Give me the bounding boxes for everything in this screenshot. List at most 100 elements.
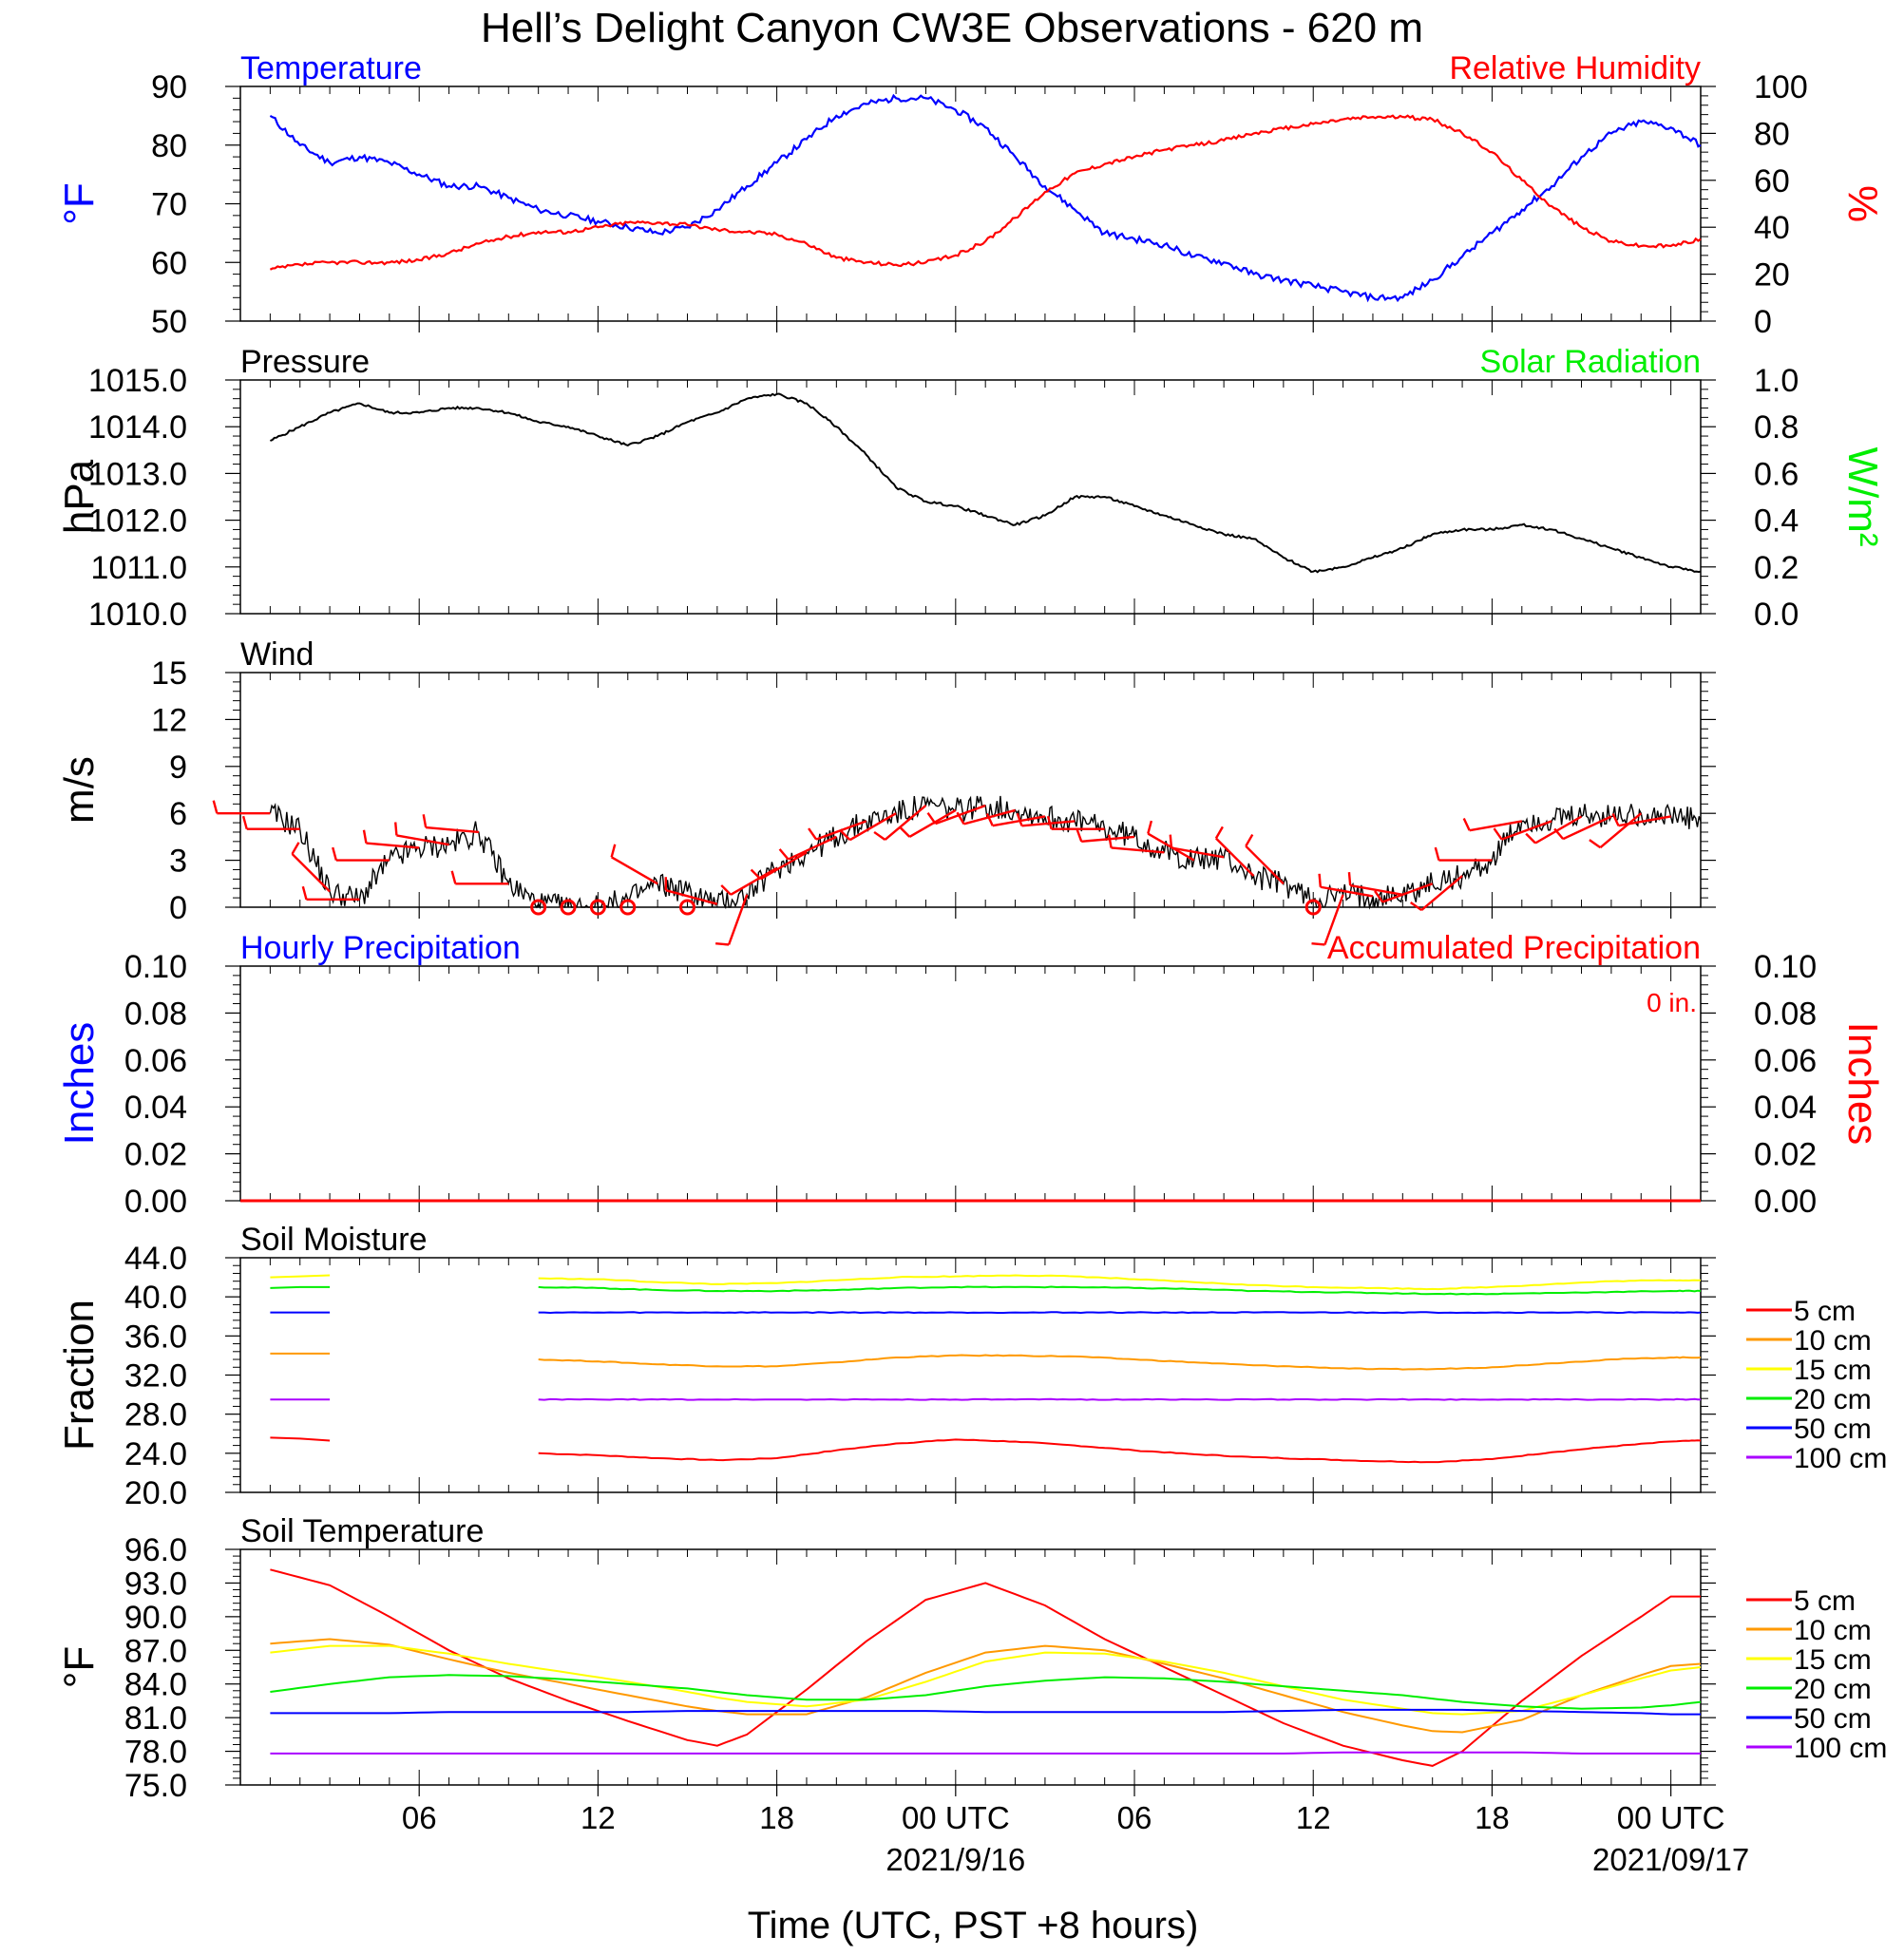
y-left-tick-label: 78.0 [124, 1735, 187, 1771]
wind-barb-feather [1214, 826, 1224, 840]
panel-title-left: Wind [240, 636, 314, 673]
y-left-tick-label: 1014.0 [88, 409, 187, 446]
y-left-tick-label: 93.0 [124, 1566, 187, 1602]
y-left-tick-label: 0.06 [124, 1043, 187, 1079]
wind-barb-feather [778, 848, 790, 861]
series-soil-temp-50cm [270, 1708, 1701, 1716]
y-right-tick-label: 1.0 [1754, 363, 1799, 399]
series-soil-moisture-15cm [270, 1274, 1701, 1291]
series-pressure [270, 392, 1702, 574]
wind-barb-feather [362, 829, 368, 844]
series-relative-humidity [269, 114, 1702, 271]
wind-barb [1599, 812, 1643, 849]
legend-label: 20 cm [1794, 1674, 1872, 1705]
plot-frame [239, 379, 1702, 615]
y-left-tick-label: 81.0 [124, 1700, 187, 1737]
wind-barb-feather [715, 942, 730, 946]
y-right-tick-label: 0.0 [1754, 597, 1799, 633]
calm-wind-marker [589, 899, 606, 916]
panel-title-left: Temperature [240, 50, 422, 86]
date-label: 2021/9/16 [885, 1842, 1025, 1877]
wind-barb [1534, 815, 1583, 845]
panel-title-left: Soil Moisture [240, 1222, 428, 1258]
wind-barb-feather [1410, 902, 1422, 912]
plot-frame [239, 1257, 1702, 1493]
wind-barb [935, 804, 986, 826]
wind-barb [1420, 875, 1463, 911]
wind-barb [727, 894, 749, 945]
y-left-axis-label: Inches [56, 1022, 103, 1146]
panel-title-right: Relative Humidity [1449, 50, 1701, 86]
y-right-tick-label: 0.2 [1754, 550, 1799, 586]
y-left-axis-label: °F [56, 1646, 103, 1688]
wind-barb-feather [1493, 827, 1503, 841]
wind-barb [1562, 815, 1612, 841]
panel-title-right: Solar Radiation [1480, 344, 1701, 380]
series-temperature [269, 93, 1702, 303]
x-axis-label: Time (UTC, PST +8 hours) [748, 1905, 1199, 1946]
y-right-tick-label: 20 [1754, 257, 1790, 294]
wind-barb [1081, 835, 1135, 843]
series-soil-temp-100cm [270, 1751, 1701, 1755]
series-soil-temp-15cm [270, 1644, 1702, 1716]
y-left-tick-label: 24.0 [124, 1436, 187, 1472]
wind-barb [848, 812, 897, 842]
wind-barb-feather [839, 829, 851, 842]
wind-barb-feather [212, 800, 219, 814]
time-axis: 06 12 18 00 UTC 06 12 18 00 UTC 2021/9/16 2021/09… [402, 1800, 1749, 1877]
y-left-tick-label: 96.0 [124, 1532, 187, 1568]
y-left-tick-label: 1011.0 [91, 550, 187, 586]
wind-barb-feather [450, 870, 457, 884]
legend-label: 15 cm [1794, 1644, 1872, 1676]
x-tick-label: 18 [759, 1800, 794, 1835]
y-left-tick-label: 1010.0 [88, 597, 187, 633]
wind-barb [396, 834, 449, 846]
wind-barb-feather [610, 844, 617, 858]
figure-title: Hell’s Delight Canyon CW3E Observations … [481, 5, 1423, 51]
wind-barb [366, 842, 420, 849]
series-soil-moisture-5cm [270, 1436, 1702, 1464]
y-right-tick-label: 0.10 [1754, 949, 1817, 985]
y-right-axis-label: W/m² [1839, 446, 1886, 546]
y-left-tick-label: 6 [169, 796, 187, 832]
y-left-axis-label: °F [56, 182, 103, 224]
wind-barb [1320, 885, 1374, 898]
wind-barb [1349, 883, 1403, 897]
y-right-tick-label: 0.06 [1754, 1043, 1817, 1079]
y-left-tick-label: 0.02 [124, 1137, 187, 1173]
panel-2: 1010.0 1011.0 1012.0 1013.0 1014.0 1015.0 0.0 0… [56, 344, 1886, 633]
legend-label: 20 cm [1794, 1384, 1872, 1415]
wind-barb [1618, 815, 1671, 827]
wind-barb-feather [1611, 813, 1620, 826]
series-soil-temp-20cm [270, 1674, 1702, 1710]
y-right-tick-label: 80 [1754, 116, 1790, 152]
legend-label: 5 cm [1794, 1585, 1856, 1617]
wind-barb-feather [873, 830, 886, 841]
panel-4: 0.00 0.02 0.04 0.06 0.08 0.10 0.00 0.02 0.04 0.06… [56, 930, 1886, 1220]
y-left-tick-label: 15 [151, 655, 187, 692]
panel-1: 50 60 70 80 90 0 20 40 60 80 100 Temperature Relativ… [56, 50, 1886, 340]
date-label: 2021/09/17 [1592, 1842, 1749, 1877]
y-left-axis-label: m/s [56, 756, 103, 824]
y-left-tick-label: 0.08 [124, 996, 187, 1032]
y-right-tick-label: 0.4 [1754, 503, 1799, 540]
wind-barb [1469, 820, 1523, 832]
y-left-tick-label: 87.0 [124, 1633, 187, 1669]
wind-barb-feather [291, 842, 300, 855]
legend-label: 10 cm [1794, 1325, 1872, 1357]
wind-barb-feather [1347, 872, 1352, 886]
wind-barb [1381, 883, 1434, 903]
wind-barb-feather [394, 822, 398, 836]
y-right-tick-label: 100 [1754, 69, 1808, 105]
calm-wind-marker [619, 899, 637, 916]
legend-label: 10 cm [1794, 1615, 1872, 1646]
x-tick-label: 00 UTC [902, 1800, 1010, 1835]
panel-title-left: Hourly Precipitation [240, 930, 521, 966]
wind-barb [1171, 846, 1225, 859]
y-left-axis-label: hPa [56, 459, 103, 534]
wind-barb-feather [1462, 817, 1471, 831]
series-soil-moisture-20cm [270, 1285, 1702, 1296]
panel-3: 0 3 6 9 12 15 Wind m/s [56, 636, 1716, 946]
legend-label: 50 cm [1794, 1414, 1872, 1445]
y-right-axis-label: % [1839, 185, 1886, 222]
